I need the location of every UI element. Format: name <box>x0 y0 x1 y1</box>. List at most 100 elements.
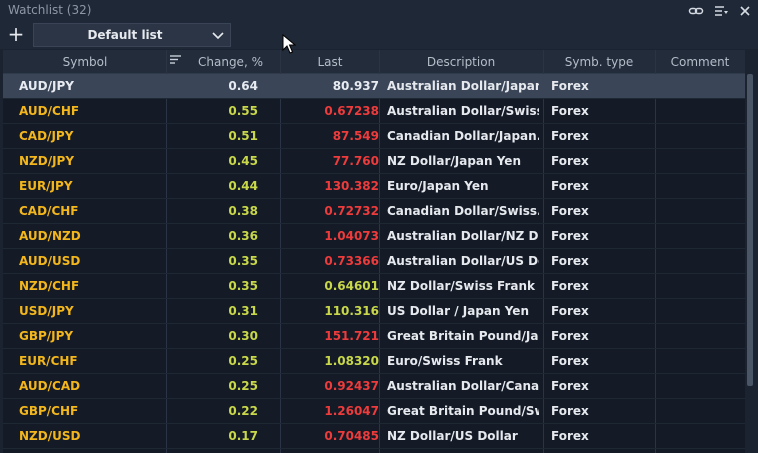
cell-change: 0.25 <box>228 379 258 393</box>
column-header-description[interactable]: Description <box>426 55 496 69</box>
column-header-last[interactable]: Last <box>317 55 343 69</box>
column-divider <box>166 50 167 453</box>
table-row[interactable]: AUD/CAD 0.25 0.92437 Australian Dollar/Cana… <box>3 374 745 399</box>
cell-symbol: AUD/USD <box>19 254 81 268</box>
add-symbol-button[interactable]: + <box>7 22 25 46</box>
table-row[interactable]: NZD/CHF 0.35 0.64601 NZ Dollar/Swiss Frank F… <box>3 274 745 299</box>
table-row[interactable]: NZD/JPY 0.45 77.760 NZ Dollar/Japan Yen Fore… <box>3 149 745 174</box>
list-settings-icon[interactable] <box>713 3 729 19</box>
cell-comment <box>663 174 743 198</box>
cell-symbol: AUD/JPY <box>19 79 74 93</box>
cell-symb-type: Forex <box>551 129 589 143</box>
cell-change: 0.25 <box>228 354 258 368</box>
cell-comment <box>663 149 743 173</box>
cell-comment <box>663 199 743 223</box>
cell-description: NZ Dollar/US Dollar <box>387 429 518 443</box>
cell-comment <box>663 224 743 248</box>
cell-change: 0.31 <box>228 304 258 318</box>
cell-last: 1.04073 <box>324 229 379 243</box>
table-row[interactable]: EUR/CHF 0.25 1.08320 Euro/Swiss Frank Forex <box>3 349 745 374</box>
table-scrollbar[interactable] <box>747 74 753 386</box>
cell-description: NZ Dollar/Japan Yen <box>387 154 521 168</box>
column-header-comment[interactable]: Comment <box>670 55 730 69</box>
cell-description: Euro/Japan Yen <box>387 179 489 193</box>
cell-last: 0.73366 <box>324 254 379 268</box>
mouse-cursor-icon <box>282 34 296 54</box>
cell-last: 77.760 <box>332 154 379 168</box>
cell-symb-type: Forex <box>551 229 589 243</box>
cell-change: 0.45 <box>228 154 258 168</box>
cell-symb-type: Forex <box>551 329 589 343</box>
table-row[interactable]: CAD/CHF 0.38 0.72732 Canadian Dollar/Swiss.… <box>3 199 745 224</box>
cell-symbol: CAD/JPY <box>19 129 74 143</box>
cell-description: Canadian Dollar/Japan... <box>387 129 539 143</box>
table-row[interactable]: GBP/JPY 0.30 151.721 Great Britain Pound/Ja… <box>3 324 745 349</box>
table-row[interactable]: NZD/USD 0.17 0.70485 NZ Dollar/US Dollar For… <box>3 424 745 449</box>
cell-last: 130.382 <box>324 179 379 193</box>
cell-change: 0.35 <box>228 279 258 293</box>
window-title: Watchlist (32) <box>8 3 92 17</box>
cell-comment <box>663 274 743 298</box>
cell-symbol: GBP/CHF <box>19 404 79 418</box>
cell-symb-type: Forex <box>551 279 589 293</box>
sort-icon[interactable] <box>170 55 181 65</box>
table-row[interactable]: AUD/CHF 0.55 0.67238 Australian Dollar/Swis… <box>3 99 745 124</box>
table-header: Symbol Change, % Last Description Symb. … <box>3 50 745 74</box>
cell-comment <box>663 124 743 148</box>
cell-symb-type: Forex <box>551 154 589 168</box>
cell-symbol: AUD/NZD <box>19 229 81 243</box>
cell-comment <box>663 424 743 448</box>
cell-symbol: AUD/CHF <box>19 104 80 118</box>
cell-comment <box>663 74 743 98</box>
cell-description: NZ Dollar/Swiss Frank <box>387 279 536 293</box>
column-header-symbol[interactable]: Symbol <box>62 55 108 69</box>
cell-description: Australian Dollar/Japan... <box>387 79 539 93</box>
table-row[interactable]: EUR/JPY 0.44 130.382 Euro/Japan Yen Forex <box>3 174 745 199</box>
cell-symb-type: Forex <box>551 204 589 218</box>
cell-description: Australian Dollar/Canad... <box>387 379 539 393</box>
close-icon[interactable] <box>737 3 753 19</box>
column-header-symb-type[interactable]: Symb. type <box>564 55 634 69</box>
table-row[interactable]: AUD/USD 0.35 0.73366 Australian Dollar/US D… <box>3 249 745 274</box>
cell-description: Euro/Swiss Frank <box>387 354 503 368</box>
cell-symbol: NZD/CHF <box>19 279 80 293</box>
column-header-change[interactable]: Change, % <box>198 55 263 69</box>
cell-last: 0.64601 <box>324 279 379 293</box>
table-row[interactable]: USD/JPY 0.31 110.316 US Dollar / Japan Yen F… <box>3 299 745 324</box>
cell-change: 0.17 <box>228 429 258 443</box>
cell-change: 0.36 <box>228 229 258 243</box>
cell-last: 110.316 <box>324 304 379 318</box>
window-titlebar: Watchlist (32) <box>0 0 758 22</box>
cell-symbol: NZD/USD <box>19 429 81 443</box>
watchlist-selector[interactable]: Default list <box>33 23 231 47</box>
table-row[interactable]: CAD/JPY 0.51 87.549 Canadian Dollar/Japan..… <box>3 124 745 149</box>
cell-description: Great Britain Pound/Sw... <box>387 404 539 418</box>
cell-last: 0.67238 <box>324 104 379 118</box>
cell-comment <box>663 324 743 348</box>
cell-symb-type: Forex <box>551 379 589 393</box>
table-row[interactable]: AUD/JPY 0.64 80.937 Australian Dollar/Japan… <box>3 74 745 99</box>
cell-description: Australian Dollar/NZ Do... <box>387 229 539 243</box>
table-row[interactable]: AUD/NZD 0.36 1.04073 Australian Dollar/NZ D… <box>3 224 745 249</box>
cell-comment <box>663 399 743 423</box>
cell-symb-type: Forex <box>551 179 589 193</box>
cell-change: 0.51 <box>228 129 258 143</box>
cell-change: 0.64 <box>228 79 258 93</box>
cell-change: 0.55 <box>228 104 258 118</box>
cell-symbol: EUR/JPY <box>19 179 73 193</box>
cell-symbol: USD/JPY <box>19 304 74 318</box>
column-divider <box>655 50 656 453</box>
column-divider <box>543 50 544 453</box>
cell-last: 151.721 <box>324 329 379 343</box>
cell-change: 0.44 <box>228 179 258 193</box>
cell-last: 1.08320 <box>324 354 379 368</box>
cell-symb-type: Forex <box>551 354 589 368</box>
cell-symb-type: Forex <box>551 254 589 268</box>
cell-comment <box>663 349 743 373</box>
link-icon[interactable] <box>688 3 704 19</box>
table-body: AUD/JPY 0.64 80.937 Australian Dollar/Japan… <box>3 74 745 449</box>
watchlist-table: Symbol Change, % Last Description Symb. … <box>3 50 745 453</box>
cell-last: 87.549 <box>332 129 379 143</box>
watchlist-toolbar: + Default list <box>0 22 758 49</box>
table-row[interactable]: GBP/CHF 0.22 1.26047 Great Britain Pound/Sw… <box>3 399 745 424</box>
